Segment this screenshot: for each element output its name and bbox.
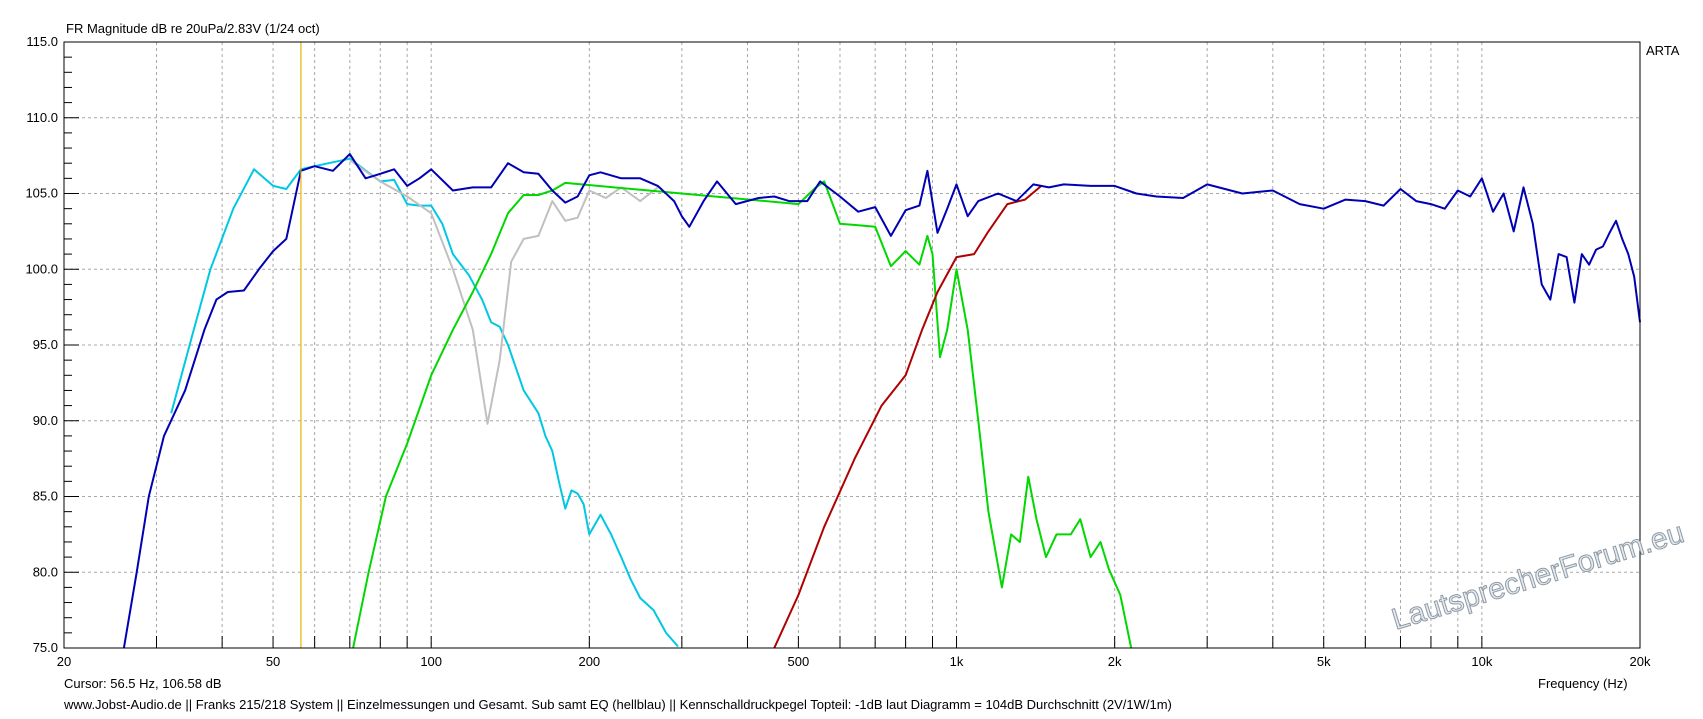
x-tick-label: 50 bbox=[266, 654, 280, 669]
x-tick-label: 10k bbox=[1471, 654, 1492, 669]
axis-ticks: 75.0 80.0 85.0 90.0 95.0 100.0 105.0 110.0 115.0… bbox=[25, 34, 1651, 669]
grid bbox=[64, 42, 1640, 648]
x-tick-label: 200 bbox=[578, 654, 600, 669]
series-line-2 bbox=[349, 159, 659, 425]
x-tick-label: 20k bbox=[1630, 654, 1651, 669]
x-tick-label: 5k bbox=[1317, 654, 1331, 669]
y-tick-label: 75.0 bbox=[33, 640, 58, 655]
y-tick-label: 85.0 bbox=[33, 489, 58, 504]
cursor-readout: Cursor: 56.5 Hz, 106.58 dB bbox=[64, 676, 222, 691]
x-tick-label: 100 bbox=[420, 654, 442, 669]
y-tick-label: 90.0 bbox=[33, 413, 58, 428]
chart-title: FR Magnitude dB re 20uPa/2.83V (1/24 oct… bbox=[66, 21, 320, 36]
x-tick-label: 1k bbox=[950, 654, 964, 669]
series-line-3 bbox=[352, 180, 1133, 649]
y-tick-label: 100.0 bbox=[25, 261, 58, 276]
x-axis-label: Frequency (Hz) bbox=[1538, 676, 1628, 691]
y-tick-label: 105.0 bbox=[25, 186, 58, 201]
series-line-5 bbox=[122, 153, 1641, 649]
series-line-1 bbox=[170, 157, 679, 648]
y-tick-label: 95.0 bbox=[33, 337, 58, 352]
y-tick-label: 80.0 bbox=[33, 564, 58, 579]
series-layer bbox=[122, 153, 1641, 649]
series-line-4 bbox=[773, 185, 1042, 649]
x-tick-label: 20 bbox=[57, 654, 71, 669]
x-tick-label: 2k bbox=[1108, 654, 1122, 669]
footer-caption: www.Jobst-Audio.de || Franks 215/218 Sys… bbox=[64, 697, 1172, 712]
y-tick-label: 110.0 bbox=[26, 110, 58, 125]
x-tick-label: 500 bbox=[788, 654, 810, 669]
y-tick-label: 115.0 bbox=[26, 34, 58, 49]
arta-label: ARTA bbox=[1646, 43, 1680, 58]
